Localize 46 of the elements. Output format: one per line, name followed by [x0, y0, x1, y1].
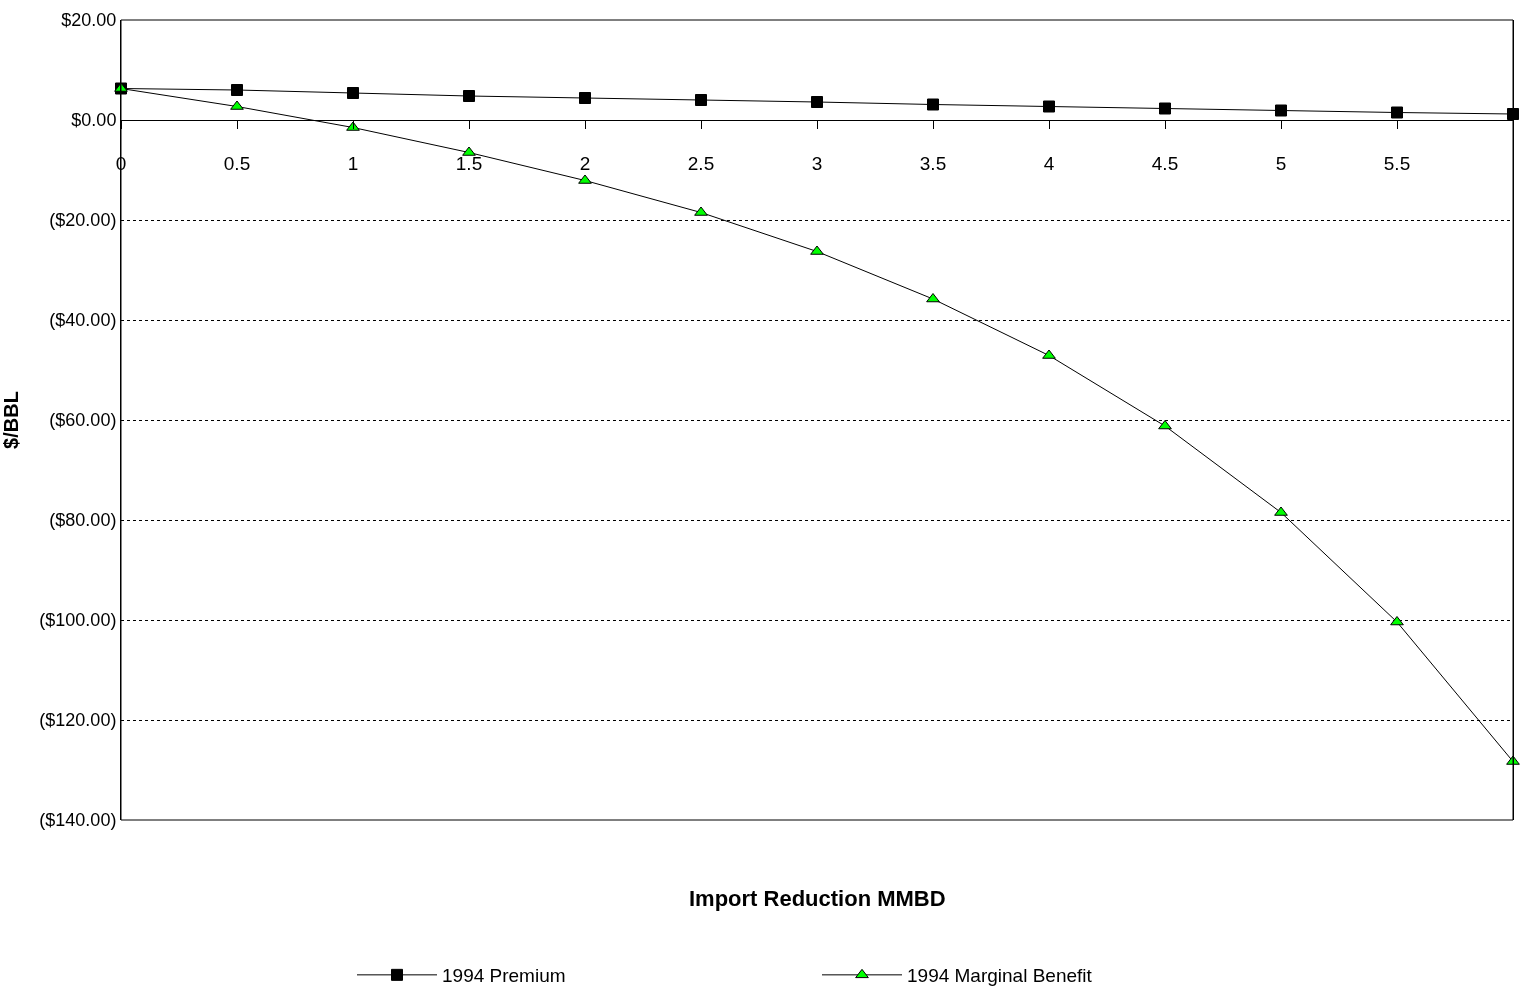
- legend-label: 1994 Marginal Benefit: [907, 965, 1093, 987]
- point: [231, 84, 243, 96]
- point: [579, 92, 591, 104]
- y-tick-label: ($60.00): [49, 410, 117, 431]
- x-tick-label: 0.5: [223, 152, 251, 174]
- x-tick-label: 3: [811, 152, 823, 174]
- point: [1275, 104, 1287, 117]
- x-tick-label: 4: [1043, 152, 1055, 174]
- point: [1042, 349, 1056, 359]
- point: [810, 245, 824, 255]
- x-tick-label: 2: [579, 152, 591, 174]
- point: [1159, 102, 1171, 115]
- point: [695, 94, 707, 106]
- y-tick-label: ($100.00): [39, 610, 117, 631]
- point: [1274, 506, 1288, 516]
- point: [578, 174, 592, 184]
- x-tick-label: 3.5: [919, 152, 947, 174]
- point: [694, 206, 708, 216]
- point: [927, 98, 939, 111]
- point: [811, 96, 823, 108]
- x-tick-label: 5: [1275, 152, 1287, 174]
- x-tick-label: 2.5: [687, 152, 715, 174]
- y-tick-label: ($20.00): [49, 210, 117, 231]
- x-axis-title: Import Reduction MMBD: [689, 886, 946, 911]
- y-tick-label: $20.00: [61, 10, 117, 31]
- point: [1043, 100, 1055, 113]
- x-tick-label: 5.5: [1383, 152, 1411, 174]
- point: [1390, 616, 1404, 626]
- y-tick-label: ($40.00): [49, 310, 117, 331]
- point: [1158, 420, 1172, 430]
- y-tick-label: $0.00: [71, 110, 117, 131]
- y-axis-title: $/BBL: [0, 391, 22, 449]
- x-tick-label: 4.5: [1151, 152, 1179, 174]
- x-tick-label: 1.5: [455, 152, 483, 174]
- y-tick-label: ($140.00): [39, 810, 117, 831]
- point: [346, 121, 360, 131]
- point: [347, 87, 359, 99]
- point: [462, 146, 476, 156]
- point: [463, 90, 475, 102]
- x-tick-label: 1: [347, 152, 359, 174]
- y-tick-label: ($120.00): [39, 710, 117, 731]
- point: [926, 293, 940, 303]
- y-tick-label: ($80.00): [49, 510, 117, 531]
- point: [1391, 106, 1403, 119]
- legend-label: 1994 Premium: [442, 965, 566, 987]
- point: [230, 100, 244, 110]
